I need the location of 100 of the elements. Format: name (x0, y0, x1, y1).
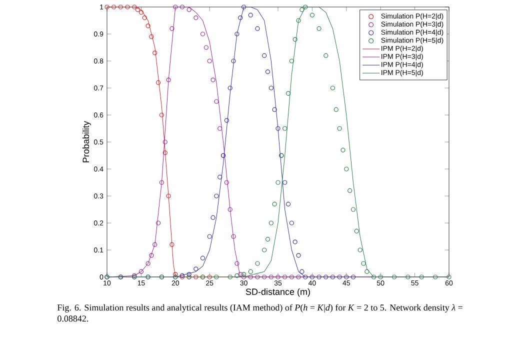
point (138, 269, 144, 274)
point (159, 112, 164, 118)
point (330, 274, 336, 280)
point (371, 274, 376, 280)
point (238, 15, 243, 20)
point (238, 272, 243, 277)
point (268, 274, 274, 280)
point (228, 274, 232, 280)
point (146, 24, 150, 28)
point (310, 274, 314, 280)
point (265, 69, 270, 74)
point (207, 274, 212, 280)
point (118, 4, 123, 10)
point (289, 220, 294, 226)
point (214, 194, 219, 198)
point (310, 12, 314, 18)
point (214, 274, 219, 280)
point (303, 274, 308, 280)
point (255, 26, 260, 31)
point (292, 37, 298, 42)
x-axis-title: SD-distance (m) (246, 288, 310, 297)
point (300, 7, 304, 12)
point (419, 274, 424, 280)
point (296, 18, 301, 23)
point (200, 32, 206, 36)
point (149, 253, 154, 258)
point (200, 256, 206, 260)
point (272, 202, 277, 206)
point (276, 126, 280, 131)
point (231, 234, 236, 239)
point (248, 269, 253, 274)
point (132, 4, 137, 10)
point (340, 148, 346, 152)
point (268, 220, 274, 226)
point (224, 180, 230, 185)
point (262, 248, 267, 252)
point (138, 10, 144, 15)
point (358, 248, 362, 252)
point (162, 150, 168, 156)
point (433, 274, 438, 280)
point (324, 274, 328, 280)
point (149, 34, 154, 39)
point (186, 7, 192, 12)
point (170, 26, 174, 31)
point (173, 4, 178, 10)
point (159, 180, 164, 185)
point (330, 86, 336, 90)
point (265, 236, 270, 242)
point (207, 58, 212, 64)
point (350, 274, 356, 280)
point (242, 272, 246, 277)
point (303, 4, 308, 10)
point (344, 166, 349, 172)
point (406, 274, 410, 280)
point (156, 80, 161, 85)
point (316, 26, 322, 31)
point (364, 269, 370, 274)
point (255, 274, 260, 280)
point (286, 202, 291, 206)
point (334, 107, 338, 112)
point (324, 53, 328, 58)
point (204, 45, 208, 50)
point (207, 234, 212, 239)
point (186, 272, 192, 277)
point (292, 240, 298, 244)
point (173, 272, 178, 277)
point (248, 274, 253, 280)
point (361, 261, 366, 266)
point (262, 274, 267, 280)
point (210, 78, 216, 82)
point (112, 4, 116, 10)
text: Fig. 6. Simulation results and analytical results (IAM method) of P(h = K|d) for K = 2 to 5. Network density λ = 0.08842. (57, 304, 462, 322)
point (289, 58, 294, 64)
point (234, 32, 240, 36)
point (214, 99, 219, 104)
point (146, 261, 150, 266)
point (231, 58, 236, 64)
point (286, 91, 291, 96)
point (289, 274, 294, 280)
point (242, 274, 246, 280)
point (248, 12, 253, 18)
point (296, 253, 301, 258)
point (337, 274, 342, 280)
point (218, 174, 222, 180)
point (228, 86, 232, 90)
point (210, 215, 216, 220)
point (152, 242, 158, 247)
point (300, 269, 304, 274)
point (268, 86, 274, 90)
point (224, 118, 230, 123)
point (272, 107, 277, 112)
point (166, 78, 171, 82)
point (354, 228, 359, 234)
point (296, 274, 301, 280)
point (344, 274, 349, 280)
point (135, 7, 140, 12)
point (194, 266, 198, 272)
point (378, 274, 383, 280)
point (282, 274, 288, 280)
point (142, 15, 147, 20)
